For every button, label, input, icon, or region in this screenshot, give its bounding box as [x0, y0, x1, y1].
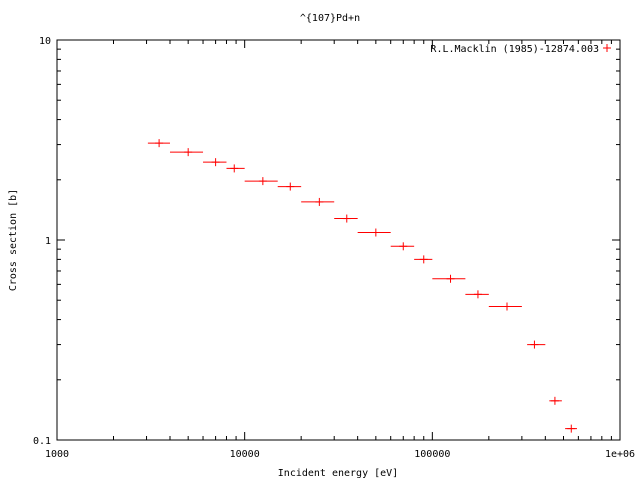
x-axis-label: Incident energy [eV]: [278, 468, 398, 479]
legend-label: R.L.Macklin (1985)-12874.003: [430, 44, 599, 55]
legend: R.L.Macklin (1985)-12874.003: [430, 44, 611, 55]
x-tick-label: 1000: [45, 449, 69, 460]
data-point: [357, 228, 391, 237]
data-point: [226, 164, 245, 173]
x-tick-label: 10000: [230, 449, 260, 460]
data-point: [465, 290, 489, 299]
data-point: [244, 177, 278, 186]
data-point: [334, 214, 358, 223]
data-point: [203, 158, 227, 167]
data-point: [432, 274, 466, 283]
data-point: [527, 340, 546, 349]
data-point: [277, 182, 302, 191]
data-point: [565, 424, 577, 433]
y-tick-label: 1: [45, 236, 51, 247]
data-point: [169, 148, 204, 157]
data-point: [390, 242, 415, 251]
data-point: [549, 396, 562, 405]
y-axis-label: Cross section [b]: [8, 189, 19, 291]
x-tick-label: 100000: [414, 449, 450, 460]
data-point: [488, 302, 522, 311]
x-tick-label: 1e+06: [605, 449, 635, 460]
data-point: [414, 255, 433, 264]
chart-title: ^{107}Pd+n: [300, 13, 360, 24]
y-tick-label: 0.1: [33, 436, 51, 447]
data-point: [301, 197, 335, 206]
y-tick-label: 10: [39, 36, 51, 47]
data-point: [147, 139, 170, 148]
ticks: 1000 10000 100000 1e+06 0.1 1 10: [33, 36, 635, 460]
legend-marker: [603, 44, 611, 52]
series-r-l-macklin: [147, 139, 577, 433]
